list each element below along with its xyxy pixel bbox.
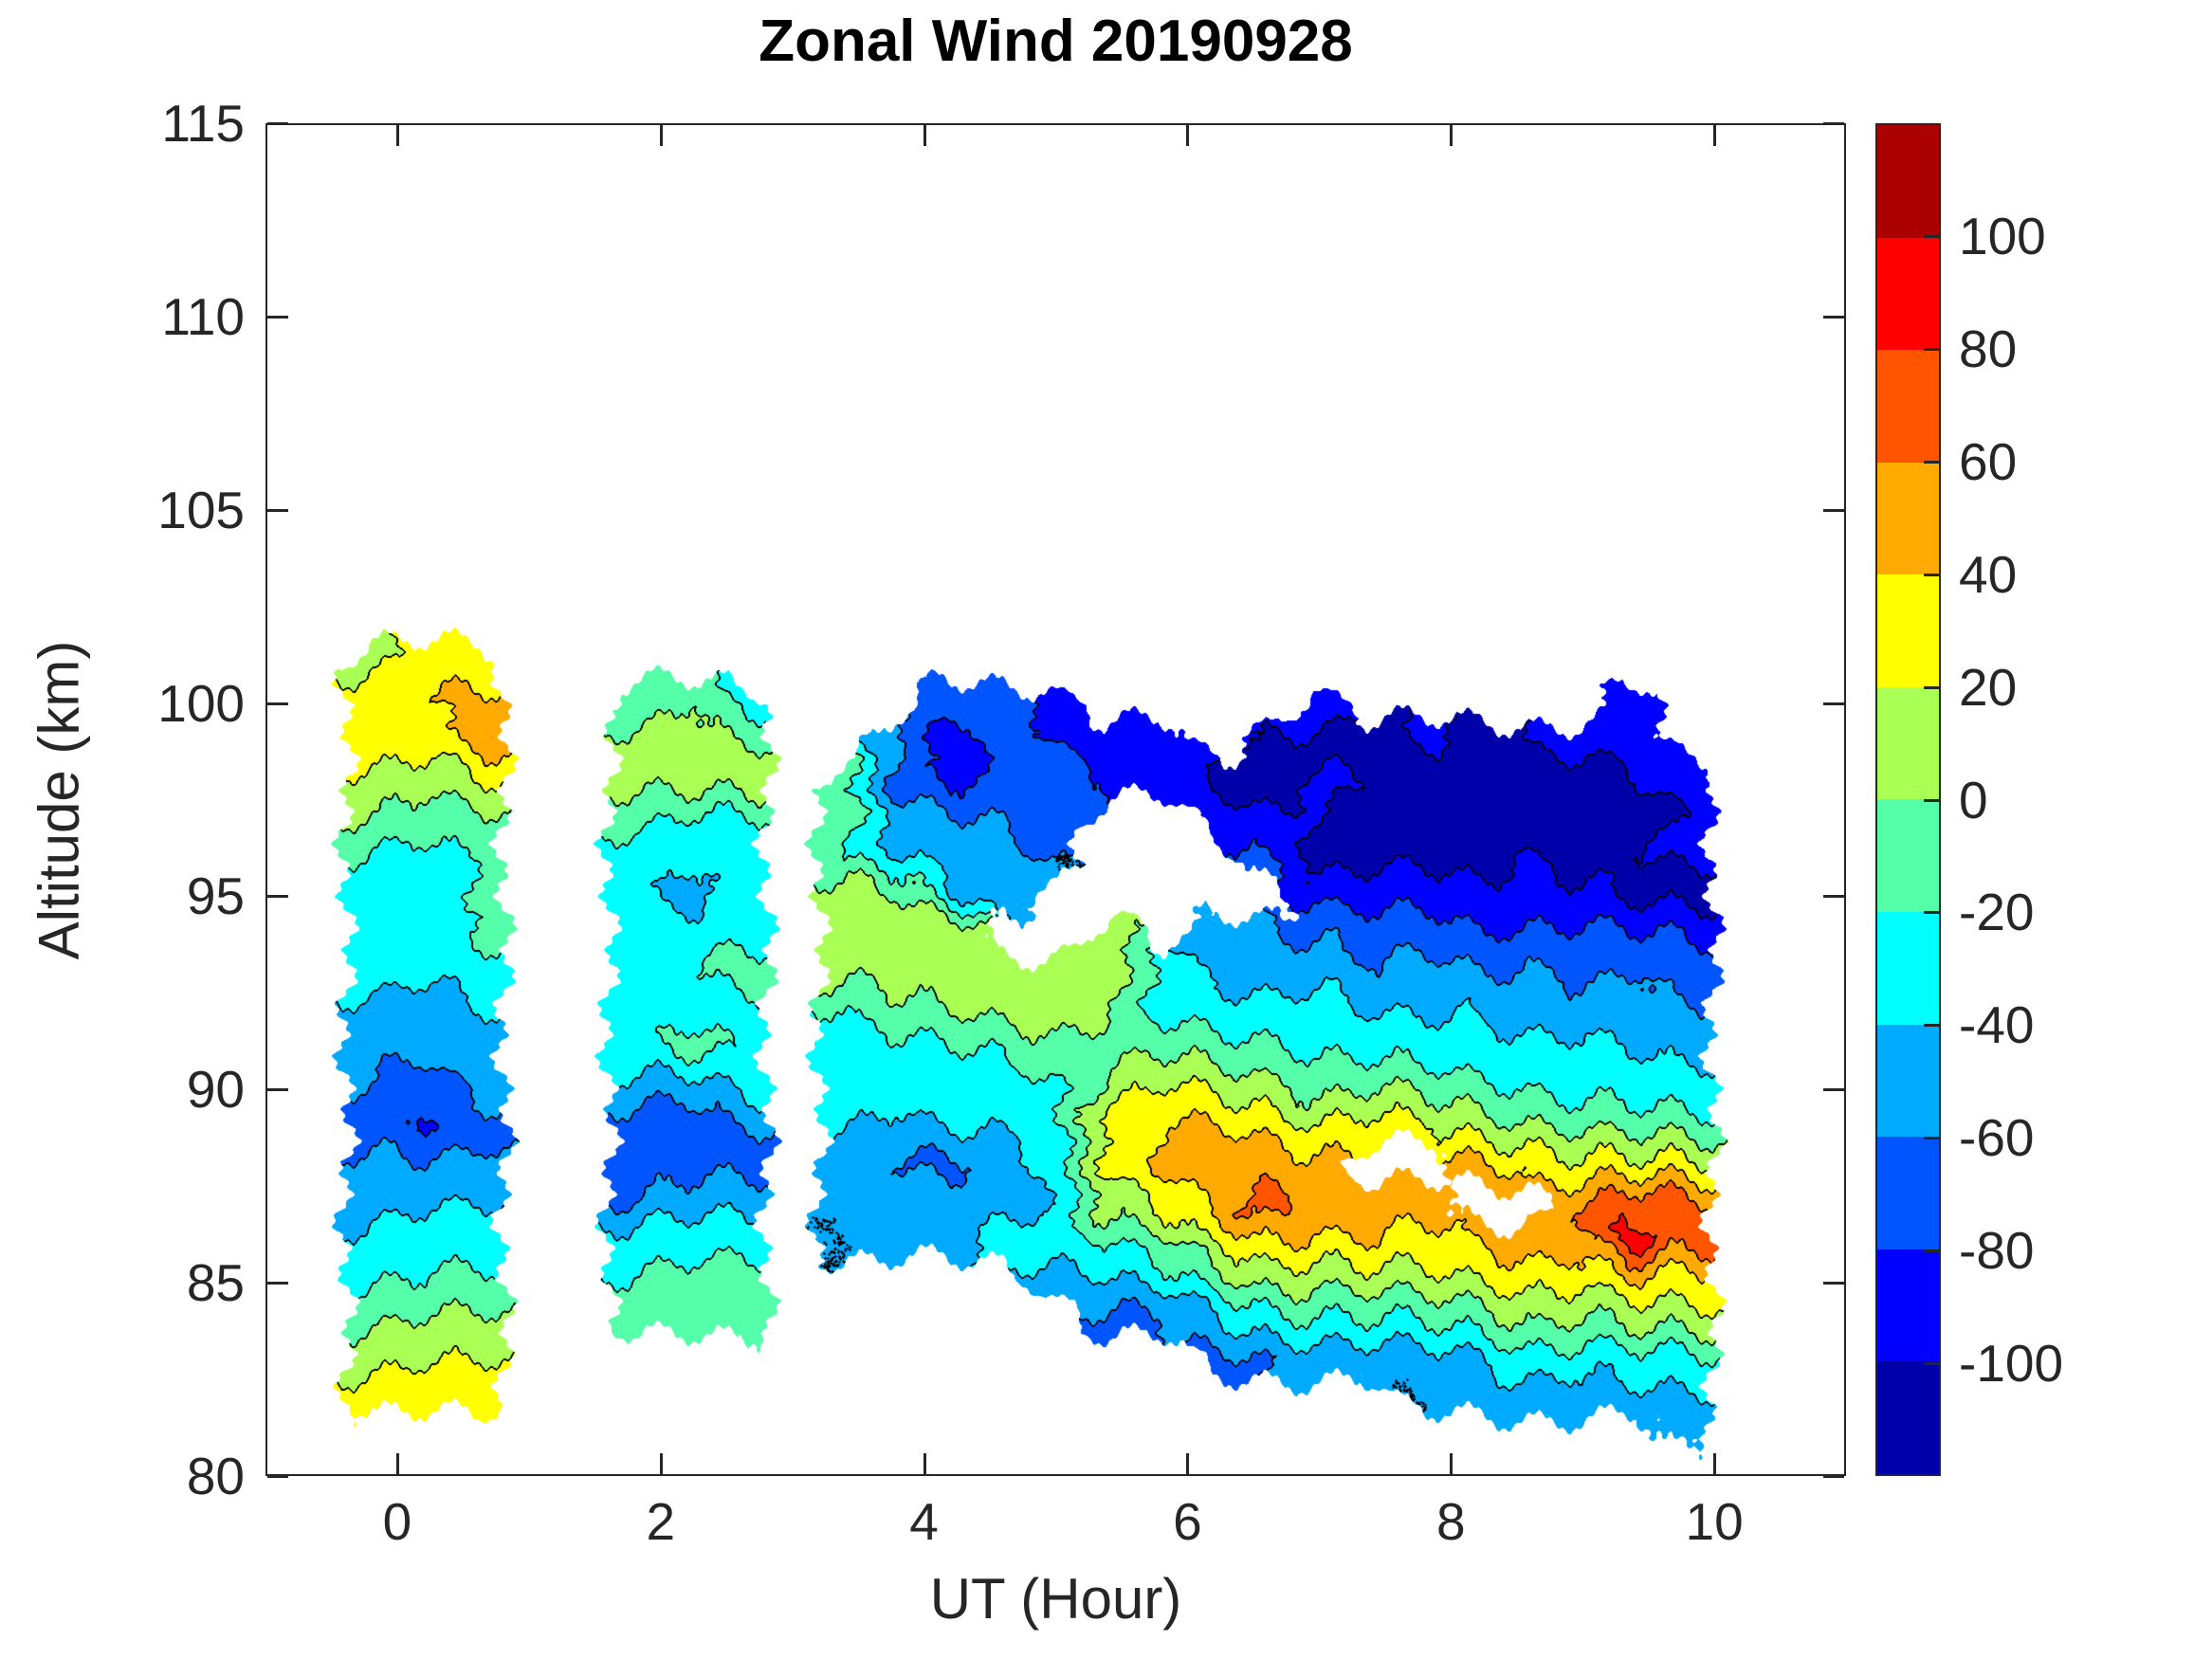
colorbar-tick xyxy=(1924,1137,1939,1140)
y-tick-right xyxy=(1823,508,1844,512)
colorbar-tick-label: -100 xyxy=(1959,1334,2064,1394)
colorbar-band xyxy=(1877,912,1939,1025)
colorbar-band xyxy=(1877,125,1939,238)
x-tick-label: 4 xyxy=(909,1492,939,1551)
colorbar-tick xyxy=(1924,460,1939,464)
colorbar-band xyxy=(1877,686,1939,800)
colorbar-tick-label: -80 xyxy=(1959,1221,2035,1281)
x-tick xyxy=(1713,1453,1717,1474)
contour-plot-canvas xyxy=(267,125,1844,1474)
x-tick xyxy=(1186,1453,1190,1474)
colorbar-band xyxy=(1877,462,1939,575)
colorbar-band xyxy=(1877,1024,1939,1138)
y-tick-right xyxy=(1823,1475,1844,1478)
x-tick-label: 6 xyxy=(1173,1492,1202,1551)
colorbar-band xyxy=(1877,799,1939,913)
colorbar-band xyxy=(1877,237,1939,351)
y-tick-right xyxy=(1823,702,1844,705)
colorbar-tick xyxy=(1924,911,1939,915)
x-tick xyxy=(1450,1453,1453,1474)
colorbar-tick xyxy=(1924,798,1939,802)
x-tick-top xyxy=(659,125,663,146)
y-tick-label: 115 xyxy=(161,94,245,153)
colorbar-tick-label: 60 xyxy=(1959,431,2018,491)
colorbar xyxy=(1875,123,1941,1476)
x-tick-top xyxy=(923,125,926,146)
x-tick xyxy=(923,1453,926,1474)
colorbar-tick-label: -40 xyxy=(1959,995,2035,1055)
x-tick-label: 0 xyxy=(382,1492,412,1551)
plot-area xyxy=(265,123,1846,1476)
y-tick xyxy=(267,702,288,705)
colorbar-tick xyxy=(1924,685,1939,689)
colorbar-tick xyxy=(1924,1362,1939,1366)
y-tick-right xyxy=(1823,315,1844,319)
colorbar-tick-label: -20 xyxy=(1959,883,2035,942)
y-tick xyxy=(267,122,288,125)
colorbar-band xyxy=(1877,350,1939,463)
y-tick-right xyxy=(1823,122,1844,125)
y-tick-right xyxy=(1823,1282,1844,1285)
colorbar-tick-label: 80 xyxy=(1959,319,2018,378)
x-tick-top xyxy=(1450,125,1453,146)
x-tick-label: 2 xyxy=(646,1492,676,1551)
colorbar-tick xyxy=(1924,347,1939,351)
y-tick-label: 80 xyxy=(186,1447,245,1505)
colorbar-tick-label: 20 xyxy=(1959,657,2018,717)
colorbar-tick xyxy=(1924,1249,1939,1253)
chart-title: Zonal Wind 20190928 xyxy=(759,9,1353,74)
colorbar-band xyxy=(1877,1137,1939,1249)
y-tick-label: 110 xyxy=(161,286,245,346)
colorbar-tick xyxy=(1924,1024,1939,1028)
colorbar-tick-label: 100 xyxy=(1959,206,2046,265)
x-tick-top xyxy=(1713,125,1717,146)
colorbar-tick-label: 0 xyxy=(1959,770,1988,830)
y-tick-label: 100 xyxy=(157,673,245,733)
colorbar-tick-label: -60 xyxy=(1959,1108,2035,1168)
x-axis-label: UT (Hour) xyxy=(929,1567,1182,1631)
y-tick-label: 90 xyxy=(186,1060,245,1120)
x-tick-label: 10 xyxy=(1685,1492,1744,1551)
y-tick xyxy=(267,895,288,899)
y-tick-label: 95 xyxy=(186,866,245,926)
y-tick-label: 85 xyxy=(186,1253,245,1313)
colorbar-band xyxy=(1877,1361,1939,1474)
x-tick-top xyxy=(395,125,399,146)
colorbar-tick xyxy=(1924,573,1939,576)
y-tick-label: 105 xyxy=(157,480,245,539)
x-tick-top xyxy=(1186,125,1190,146)
colorbar-tick-label: 40 xyxy=(1959,544,2018,604)
colorbar-band xyxy=(1877,574,1939,687)
y-tick xyxy=(267,1282,288,1285)
y-tick xyxy=(267,1088,288,1092)
colorbar-band xyxy=(1877,1249,1939,1362)
x-tick-label: 8 xyxy=(1435,1492,1466,1551)
x-tick xyxy=(395,1453,399,1474)
y-tick-right xyxy=(1823,895,1844,899)
y-tick xyxy=(267,315,288,319)
x-tick xyxy=(659,1453,663,1474)
y-tick-right xyxy=(1823,1088,1844,1092)
colorbar-tick xyxy=(1924,234,1939,238)
y-tick xyxy=(267,1475,288,1478)
y-tick xyxy=(267,508,288,512)
